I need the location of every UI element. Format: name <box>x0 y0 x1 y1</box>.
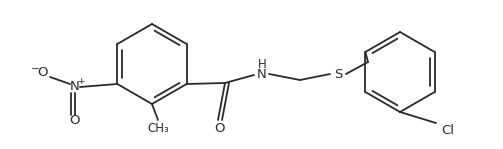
Text: O: O <box>70 114 80 127</box>
Text: N: N <box>257 67 267 80</box>
Text: −: − <box>31 64 39 74</box>
Text: +: + <box>77 77 85 87</box>
Text: H: H <box>258 59 267 72</box>
Text: S: S <box>334 67 342 80</box>
Text: Cl: Cl <box>442 125 455 138</box>
Text: N: N <box>70 80 80 94</box>
Text: O: O <box>215 122 225 135</box>
Text: CH₃: CH₃ <box>147 121 169 135</box>
Text: O: O <box>37 66 47 80</box>
